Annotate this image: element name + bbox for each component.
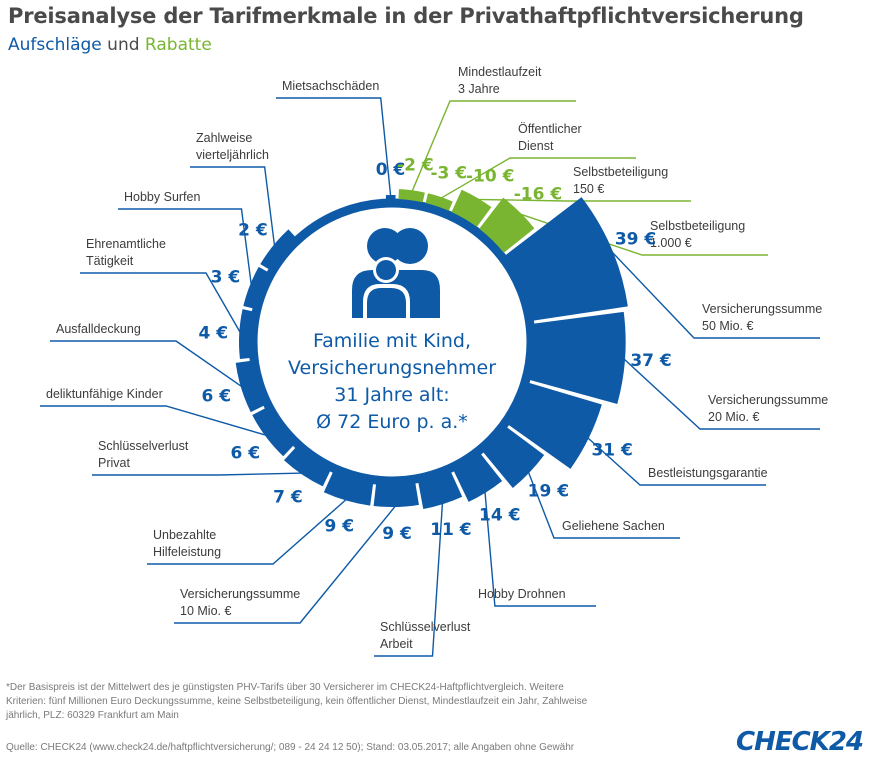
category-label-0: Mietsachschäden [282, 79, 379, 93]
subtitle-surcharges: Aufschläge [8, 35, 102, 55]
category-label-7: Bestleistungsgarantie [648, 466, 768, 480]
bar-18 [260, 229, 296, 270]
leader-line-15 [50, 340, 244, 389]
value-labels: 0 €-2 €-3 €-10 €-16 € 39 € 37 € 31 € 19 € 14 … [198, 156, 671, 544]
value-label-15: 6 € [202, 387, 232, 407]
bar-12 [323, 472, 374, 506]
value-label-2: -3 € [430, 163, 467, 183]
value-label-9: 14 € [479, 505, 520, 525]
category-label-8: Geliehene Sachen [562, 519, 665, 533]
value-label-14: 6 € [231, 444, 261, 464]
bar-8 [483, 427, 545, 489]
category-label-14: deliktunfähige Kinder [46, 387, 163, 401]
value-label-6: 37 € [630, 351, 671, 371]
category-label-9: Hobby Drohnen [478, 587, 566, 601]
value-label-10: 11 € [430, 520, 471, 540]
bar-10 [418, 472, 463, 510]
leader-line-6 [622, 357, 820, 430]
leader-line-1 [411, 100, 576, 193]
leader-line-13 [92, 472, 304, 476]
footnote: *Der Basispreis ist der Mittelwert des j… [6, 682, 588, 721]
bars [235, 189, 628, 510]
category-label-12: Unbezahlte Hilfeleistung [153, 528, 221, 559]
leader-line-12 [147, 498, 348, 565]
value-label-18: 2 € [238, 220, 268, 240]
leader-line-7 [586, 436, 766, 486]
bar-7 [508, 382, 602, 469]
value-label-0: 0 € [376, 160, 406, 180]
category-label-2: Öffentlicher Dienst [518, 122, 582, 153]
category-labels: Mietsachschäden Mindestlaufzeit 3 Jahre Öff… [46, 65, 828, 651]
check24-logo: CHECK24 [736, 727, 864, 757]
subtitle-discounts: Rabatte [144, 35, 212, 55]
value-label-4: -16 € [514, 185, 562, 205]
value-label-5: 39 € [615, 230, 656, 250]
value-label-16: 4 € [198, 324, 228, 344]
bar-2 [425, 193, 453, 211]
leader-line-2 [439, 157, 636, 200]
value-label-11: 9 € [382, 524, 412, 544]
center-line-1: Familie mit Kind, [313, 330, 471, 352]
category-label-18: Zahlweise vierteljährlich [196, 131, 269, 162]
category-label-4: Selbstbeteiligung 1.000 € [650, 219, 745, 250]
category-label-6: Versicherungssumme 20 Mio. € [708, 393, 828, 424]
center-line-3: 31 Jahre alt: [334, 384, 449, 406]
bar-11 [373, 483, 419, 508]
category-label-11: Versicherungssumme 10 Mio. € [180, 587, 300, 618]
category-label-10: Schlüsselverlust Arbeit [380, 620, 471, 651]
category-label-5: Versicherungssumme 50 Mio. € [702, 302, 822, 333]
leader-line-18 [190, 166, 276, 248]
bar-3 [451, 189, 492, 227]
bar-13 [284, 447, 331, 487]
category-label-15: Ausfalldeckung [56, 322, 141, 336]
bar-0 [385, 195, 396, 200]
leader-line-0 [276, 97, 392, 198]
value-label-1: -2 € [397, 156, 434, 176]
bar-6 [529, 311, 626, 405]
category-label-17: Hobby Surfen [124, 190, 200, 204]
bar-1 [398, 189, 425, 203]
leader-line-5 [609, 249, 820, 339]
center-line-4: Ø 72 Euro p. a.* [316, 411, 468, 433]
page-title: Preisanalyse der Tarifmerkmale in der Pr… [8, 4, 804, 28]
value-label-13: 7 € [273, 487, 303, 507]
leader-line-11 [174, 504, 397, 624]
bar-16 [239, 309, 253, 360]
center-line-2: Versicherungsnehmer [288, 357, 496, 379]
bar-9 [453, 454, 503, 502]
category-label-3: Selbstbeteiligung 150 € [573, 165, 668, 196]
leader-line-16 [80, 272, 242, 335]
source-note: Quelle: CHECK24 (www.check24.de/haftpfli… [6, 742, 575, 753]
value-label-12: 9 € [325, 517, 355, 537]
category-label-13: Schlüsselverlust Privat [98, 439, 189, 470]
value-label-8: 19 € [528, 481, 569, 501]
leader-line-9 [484, 490, 596, 607]
bar-14 [252, 408, 294, 457]
radial-bar-chart: 0 €-2 €-3 €-10 €-16 € 39 € 37 € 31 € 19 € 14 … [40, 65, 828, 657]
bar-15 [235, 360, 264, 413]
leader-line-14 [40, 405, 268, 437]
inner-ring [248, 198, 536, 486]
leader-line-10 [374, 502, 444, 657]
subtitle-and: und [101, 35, 145, 55]
value-label-7: 31 € [591, 440, 632, 460]
leader-line-17 [118, 208, 253, 287]
value-label-3: -10 € [466, 166, 514, 186]
page-subtitle: Aufschläge und Rabatte [8, 35, 212, 55]
value-label-17: 3 € [211, 267, 241, 287]
bar-5 [505, 197, 628, 321]
bar-4 [479, 197, 535, 253]
bar-17 [243, 266, 268, 309]
category-label-16: Ehrenamtliche Tätigkeit [86, 237, 166, 268]
family-icon [352, 228, 440, 318]
leader-line-8 [527, 470, 680, 539]
category-label-1: Mindestlaufzeit 3 Jahre [458, 65, 542, 96]
